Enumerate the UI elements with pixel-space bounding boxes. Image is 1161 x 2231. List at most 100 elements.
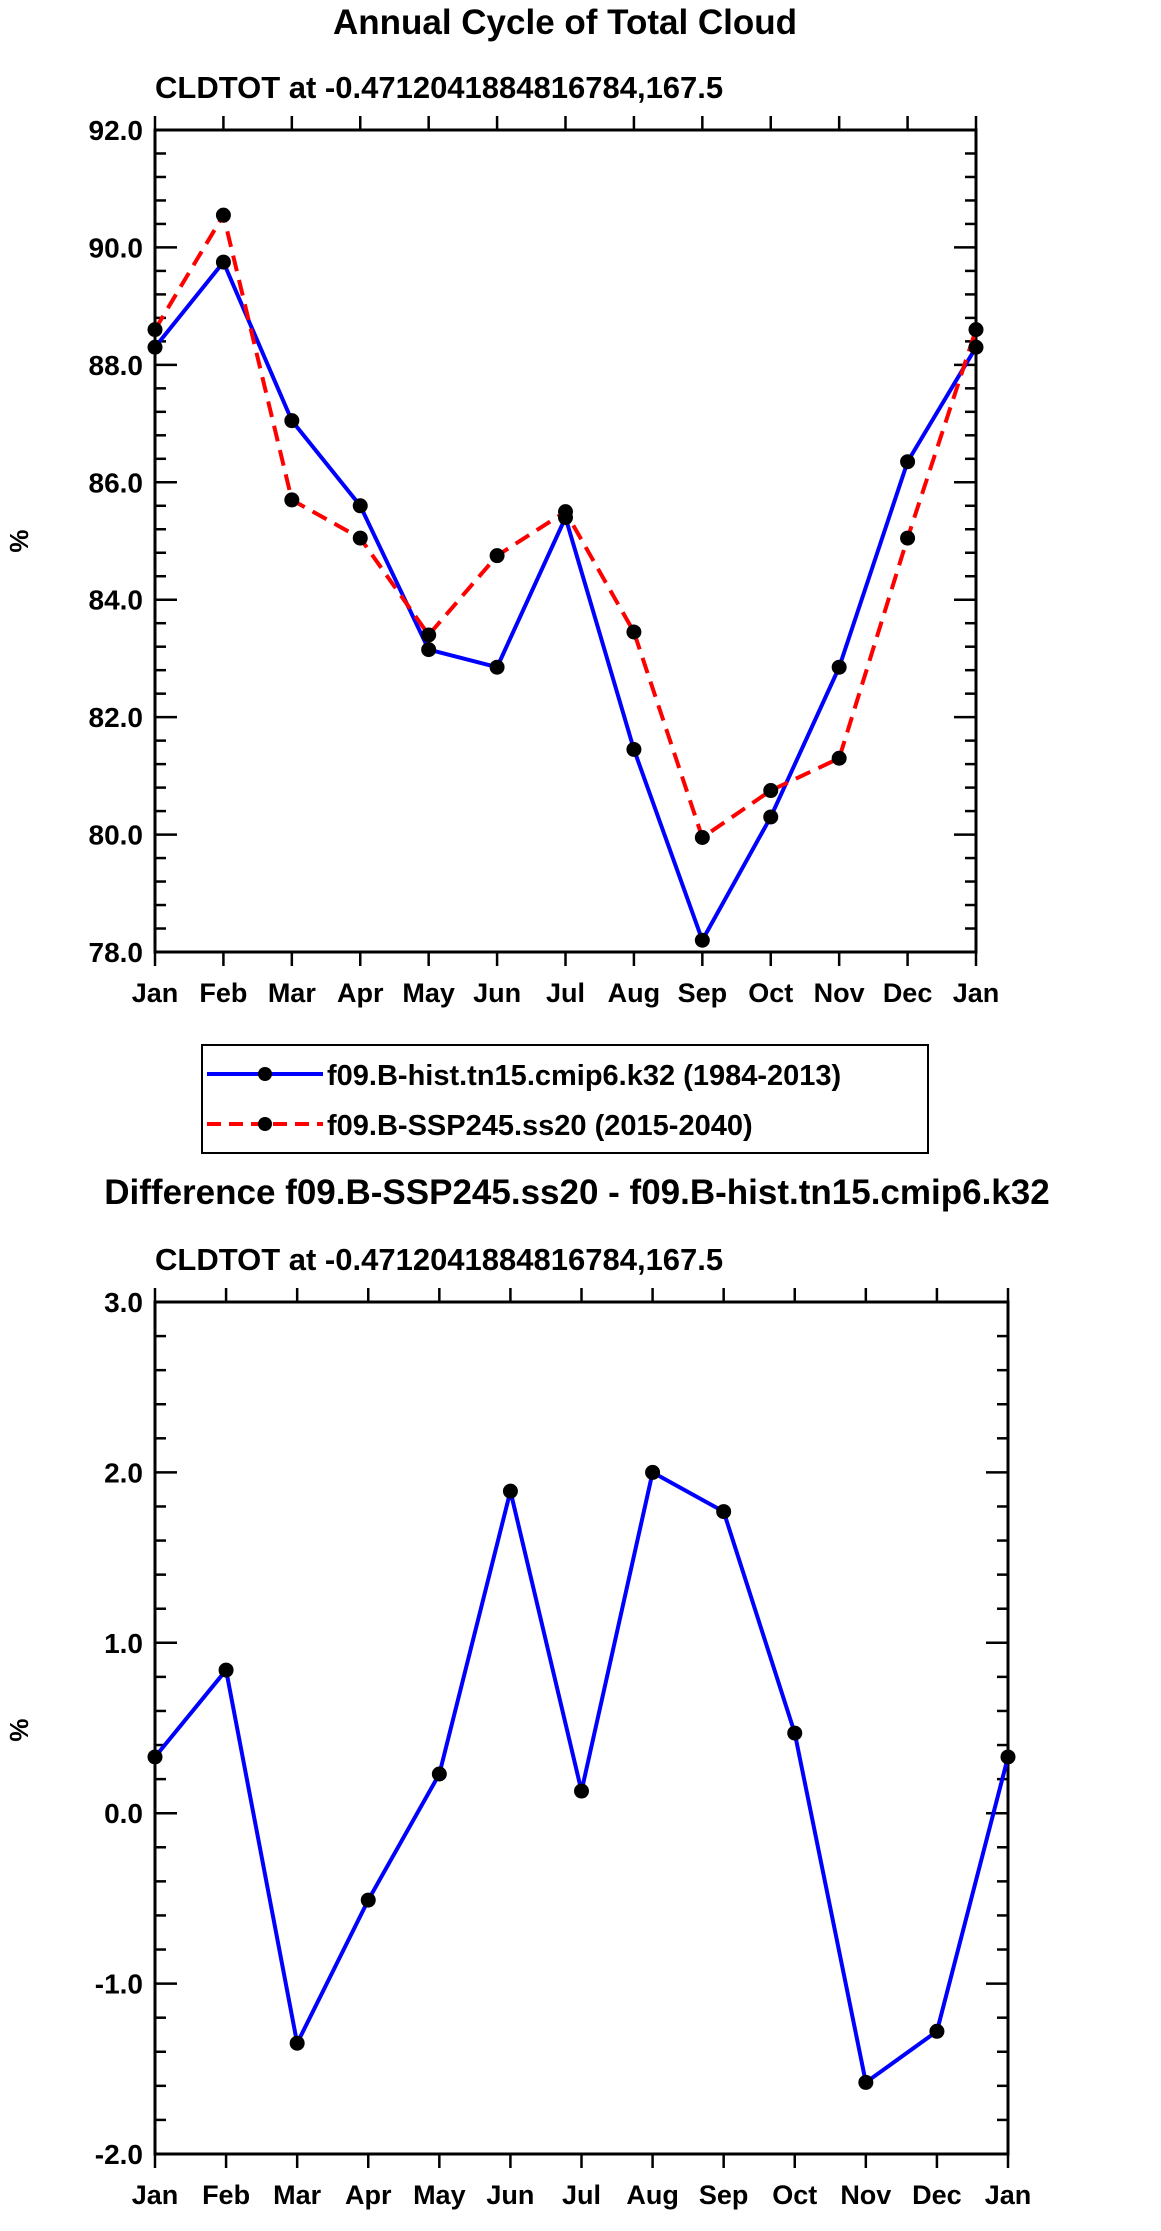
x-tick-label: Apr — [345, 2180, 392, 2210]
x-tick-label: Jun — [473, 978, 521, 1008]
chart1-series-1-point — [831, 750, 847, 766]
chart1-series-1-point — [215, 207, 231, 223]
chart1-series — [147, 207, 984, 948]
chart2-series-0-point — [716, 1504, 732, 1520]
y-tick-label: 92.0 — [89, 115, 144, 146]
chart1-subtitle: CLDTOT at -0.4712041884816784,167.5 — [155, 70, 723, 105]
x-tick-label: May — [413, 2180, 466, 2210]
x-tick-label: Feb — [199, 978, 247, 1008]
x-tick-label: May — [402, 978, 455, 1008]
x-tick-label: Apr — [337, 978, 384, 1008]
chart2-series-0-point — [431, 1766, 447, 1782]
x-tick-label: Aug — [608, 978, 660, 1008]
y-tick-label: -1.0 — [95, 1969, 143, 2000]
chart1-series-1-point — [763, 783, 779, 799]
chart1-series-0-point — [215, 254, 231, 270]
chart2-frame — [153, 1300, 1010, 2156]
chart2-series-0-point — [502, 1483, 518, 1499]
x-tick-label: Oct — [772, 2180, 817, 2210]
x-tick-label: Oct — [748, 978, 793, 1008]
x-tick-label: Sep — [699, 2180, 749, 2210]
chart1-series-1-point — [147, 322, 163, 338]
chart2-series-0-point — [360, 1892, 376, 1908]
y-tick-label: 2.0 — [104, 1457, 143, 1488]
x-tick-label: Aug — [626, 2180, 678, 2210]
legend-label-hist: f09.B-hist.tn15.cmip6.k32 (1984-2013) — [327, 1060, 841, 1092]
chart2-series-0-point — [218, 1662, 234, 1678]
y-tick-label: 88.0 — [89, 350, 144, 381]
chart1-series-0-point — [900, 454, 916, 470]
x-tick-label: Feb — [202, 2180, 250, 2210]
chart1-series-0-point — [831, 659, 847, 675]
chart1-ylabel: % — [4, 529, 34, 552]
chart1-axes: 78.0 80.0 82.0 84.0 86.0 88.0 90.0 92.0 Jan Feb Ma… — [89, 115, 1000, 1008]
x-tick-label: Sep — [678, 978, 728, 1008]
y-tick-label: 86.0 — [89, 467, 144, 498]
x-tick-label: Nov — [840, 2180, 891, 2210]
chart1-series-0-point — [352, 498, 368, 514]
x-tick-label: Jan — [985, 2180, 1032, 2210]
chart2-axes: -2.0 -1.0 0.0 1.0 2.0 3.0 Jan Feb Mar Apr May Jun Ju… — [95, 1287, 1032, 2210]
x-tick-label: Jan — [132, 2180, 179, 2210]
chart2-series-line-0 — [153, 1470, 1010, 2085]
y-tick-label: 78.0 — [89, 937, 144, 968]
chart1-series-1-point — [284, 492, 300, 508]
chart1-series-1-point — [968, 322, 984, 338]
chart1-series-line-0 — [153, 260, 978, 943]
legend-marker-ssp — [258, 1117, 272, 1131]
chart2-series-0-point — [1000, 1749, 1016, 1765]
chart1-series-0-point — [147, 339, 163, 355]
chart2-series — [147, 1464, 1016, 2090]
x-tick-label: Jan — [953, 978, 1000, 1008]
chart1-series-0-point — [421, 642, 437, 658]
x-tick-label: Dec — [912, 2180, 962, 2210]
chart2-series-0-point — [147, 1749, 163, 1765]
chart2-series-0-point — [574, 1783, 589, 1799]
x-tick-label: Jun — [486, 2180, 534, 2210]
chart1-series-1-point — [626, 624, 642, 640]
chart2-series-0-point — [858, 2074, 874, 2090]
y-tick-label: 0.0 — [104, 1798, 143, 1829]
chart2-series-0-point — [645, 1464, 661, 1480]
chart2-title: Difference f09.B-SSP245.ss20 - f09.B-his… — [104, 1173, 1049, 1212]
chart1-legend: f09.B-hist.tn15.cmip6.k32 (1984-2013) f0… — [201, 1044, 929, 1154]
x-tick-label: Jul — [546, 978, 585, 1008]
chart1-series-0-point — [626, 741, 642, 757]
x-tick-label: Dec — [883, 978, 933, 1008]
y-tick-label: 84.0 — [89, 585, 144, 616]
chart1-series-0-point — [284, 413, 300, 429]
x-tick-label: Mar — [273, 2180, 322, 2210]
chart2-series-0-point — [289, 2035, 305, 2051]
y-tick-label: 90.0 — [89, 232, 144, 263]
y-tick-label: 80.0 — [89, 820, 144, 851]
chart1-series-line-1 — [153, 213, 978, 840]
y-tick-label: -2.0 — [95, 2139, 143, 2170]
y-tick-label: 1.0 — [104, 1628, 143, 1659]
y-tick-label: 3.0 — [104, 1287, 143, 1318]
legend-label-ssp: f09.B-SSP245.ss20 (2015-2040) — [327, 1110, 753, 1142]
x-tick-label: Nov — [814, 978, 865, 1008]
legend-marker-hist — [258, 1067, 272, 1081]
y-tick-label: 82.0 — [89, 702, 144, 733]
chart1-series-1-point — [558, 504, 573, 520]
chart1-series-1-point — [900, 530, 916, 546]
x-tick-label: Jul — [562, 2180, 601, 2210]
chart1-series-0-point — [489, 659, 505, 675]
x-tick-label: Jan — [132, 978, 179, 1008]
chart2-ylabel: % — [4, 1718, 34, 1741]
chart1-series-0-point — [694, 932, 710, 948]
chart1-series-1-point — [352, 530, 368, 546]
chart1-series-0-point — [968, 339, 984, 355]
x-tick-label: Mar — [268, 978, 317, 1008]
chart2-series-0-point — [787, 1725, 803, 1741]
chart1-series-1-point — [694, 830, 710, 846]
chart1-title: Annual Cycle of Total Cloud — [333, 3, 797, 42]
legend-box — [201, 1044, 929, 1154]
chart2-subtitle: CLDTOT at -0.4712041884816784,167.5 — [155, 1242, 723, 1277]
chart2-series-0-point — [929, 2023, 945, 2039]
chart1-frame — [153, 128, 978, 954]
chart1-series-1-point — [489, 548, 505, 564]
chart1-series-0-point — [763, 809, 779, 825]
chart1-series-1-point — [421, 627, 437, 643]
